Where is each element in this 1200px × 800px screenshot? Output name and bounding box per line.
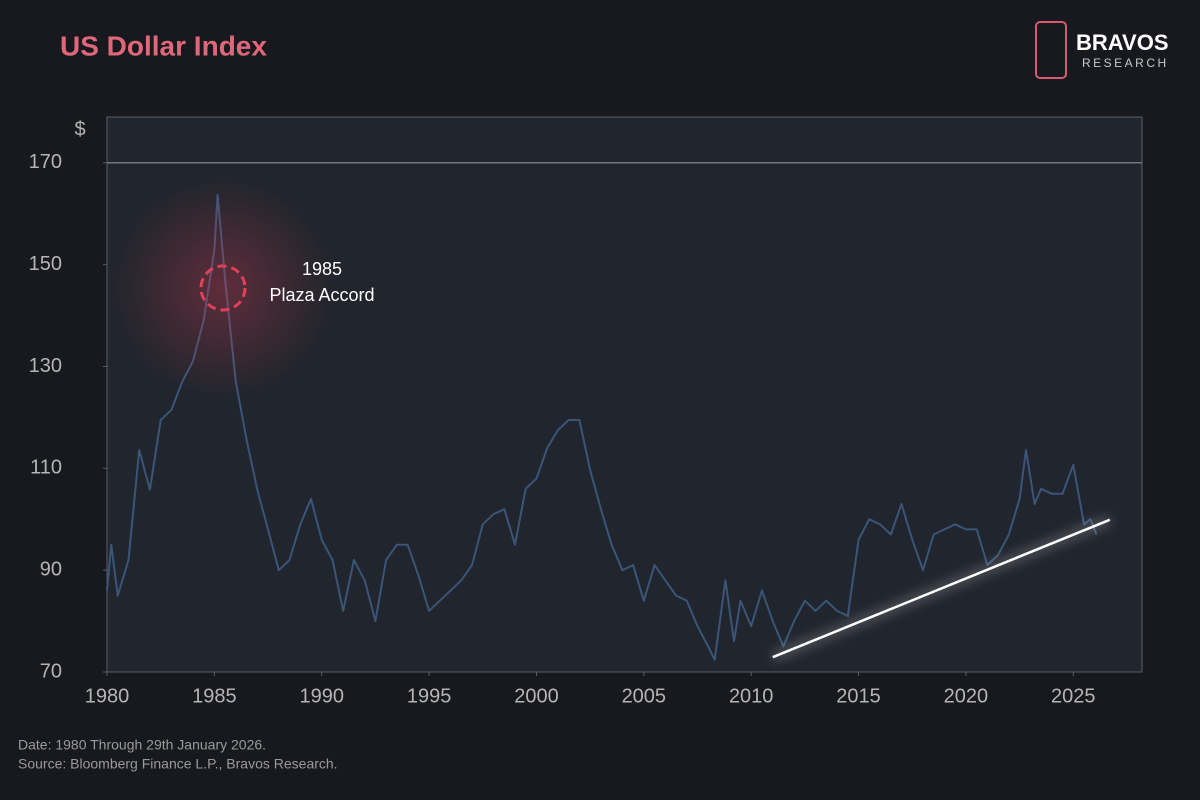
line <box>106 193 1098 661</box>
y-tick-label: 90 <box>40 558 62 580</box>
y-tick-label: 110 <box>30 457 62 479</box>
x-tick-label: 2020 <box>944 685 989 707</box>
annotation-text: Plaza Accord <box>269 285 374 305</box>
x-tick-label: 1980 <box>85 685 130 707</box>
y-tick-label: 150 <box>29 253 62 275</box>
note: Date: 1980 Through 29th January 2026. <box>18 737 266 753</box>
note: Source: Bloomberg Finance L.P., Bravos R… <box>18 756 338 772</box>
annotation-text: 1985 <box>302 259 342 279</box>
logo-sub: RESEARCH <box>1082 56 1169 70</box>
y-tick-label: 70 <box>40 660 62 682</box>
x-tick-label: 2025 <box>1051 685 1096 707</box>
x-tick-label: 2005 <box>622 685 667 707</box>
x-tick-label: 1995 <box>407 685 452 707</box>
annotation-circle <box>199 264 247 312</box>
chart-title: US Dollar Index <box>60 30 267 61</box>
y-axis-label: $ <box>74 118 85 140</box>
x-tick-label: 2015 <box>836 685 881 707</box>
logo-icon <box>1035 21 1067 79</box>
x-tick-label: 1985 <box>192 685 237 707</box>
y-tick-label: 170 <box>29 151 62 173</box>
x-tick-label: 2010 <box>729 685 774 707</box>
y-tick-label: 130 <box>29 355 62 377</box>
trendline <box>772 518 1111 659</box>
logo: BRAVOS RESEARCH <box>1035 21 1169 79</box>
x-tick-label: 1990 <box>299 685 344 707</box>
logo-name: BRAVOS <box>1076 30 1169 55</box>
x-tick-label: 2000 <box>514 685 559 707</box>
annotation-halo <box>113 178 333 398</box>
